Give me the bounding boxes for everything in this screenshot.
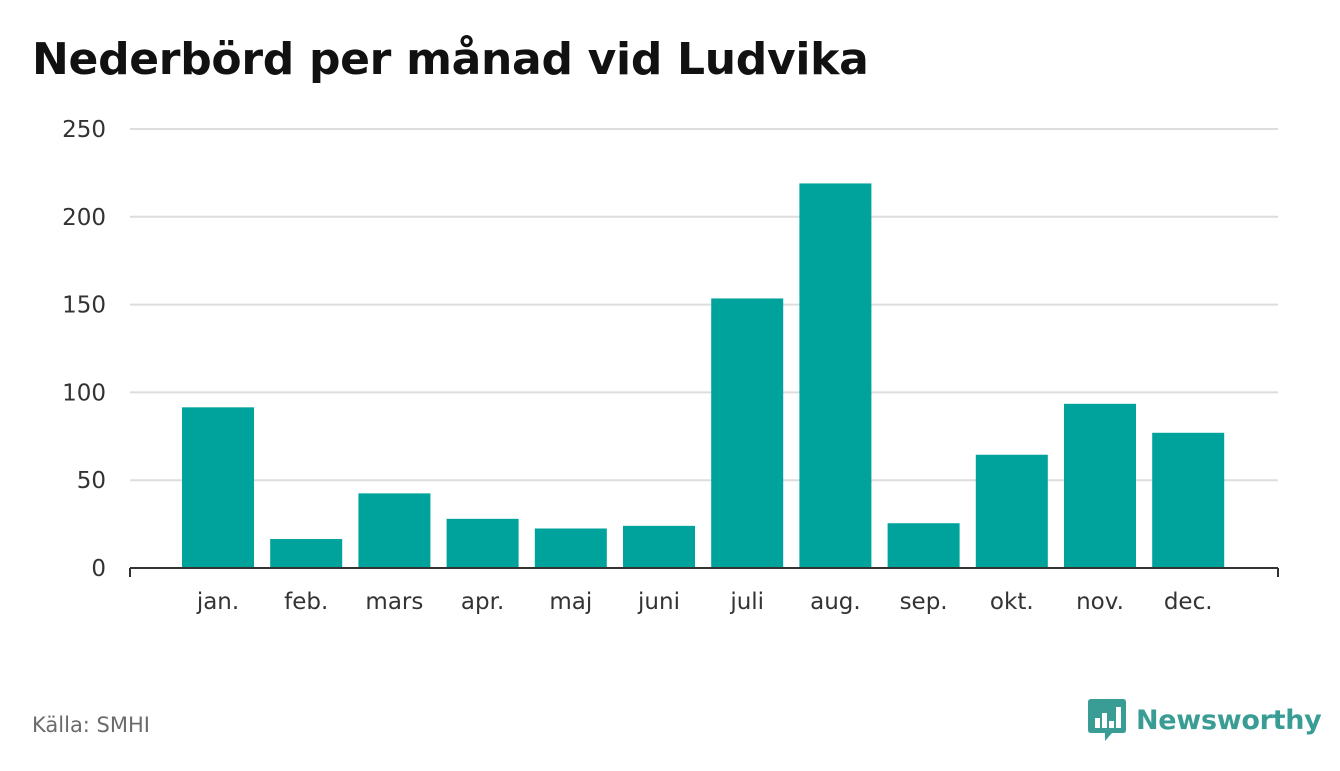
bar-feb [270,539,343,568]
x-tick-label: mars [365,589,423,615]
x-tick-label: dec. [1164,589,1213,615]
chart-title: Nederbörd per månad vid Ludvika [32,34,869,85]
x-tick-label: feb. [284,589,328,615]
bar-okt [975,454,1048,568]
bar-aug [799,183,872,568]
bars [182,183,1225,568]
x-axis [129,567,1279,577]
x-tick-label: maj [549,589,592,615]
y-tick-label: 100 [62,380,106,406]
x-tick-label: okt. [990,589,1034,615]
y-axis-tick-labels: 0 50 100 150 200 250 [62,117,106,582]
x-tick-label: juni [637,589,680,615]
y-tick-label: 0 [91,556,106,582]
bar-nov [1064,403,1136,568]
bar-dec [1152,432,1225,568]
x-tick-label: apr. [461,589,504,615]
x-axis-tick-labels: jan. feb. mars apr. maj juni juli aug. sep. okt. n… [196,589,1213,615]
x-tick-label: juli [729,589,764,615]
source-note: Källa: SMHI [32,713,150,737]
bar-apr [446,518,519,568]
bar-maj [534,528,607,568]
bar-juli [711,298,784,568]
y-tick-label: 250 [62,117,106,143]
bar-mars [358,493,431,568]
y-tick-label: 200 [62,205,106,231]
newsworthy-logo: Newsworthy [1088,698,1322,742]
bar-juni [623,525,695,568]
brand-name: Newsworthy [1136,704,1322,736]
y-tick-label: 150 [62,293,106,319]
x-tick-label: nov. [1076,589,1124,615]
bar-chart-speech-bubble-icon [1088,699,1126,741]
bar-jan [182,407,254,568]
x-tick-label: jan. [196,589,239,615]
y-tick-label: 50 [77,468,106,494]
x-tick-label: aug. [810,589,861,615]
x-tick-label: sep. [900,589,948,615]
bar-sep [887,523,960,568]
